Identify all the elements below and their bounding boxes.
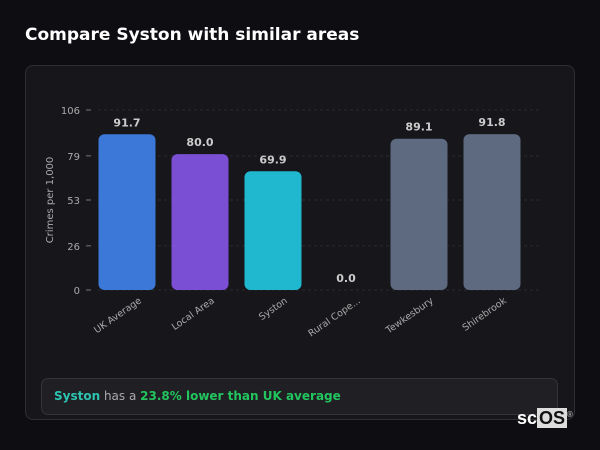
bar-value-label: 0.0 xyxy=(336,272,356,285)
x-tick-label: Syston xyxy=(257,295,290,322)
x-tick-label: Tewkesbury xyxy=(383,295,436,337)
bar-5 xyxy=(463,134,521,290)
x-tick-label: Local Area xyxy=(170,295,217,332)
scos-logo: sc OS ® xyxy=(517,408,573,428)
bar-0 xyxy=(98,134,156,290)
summary-location: Syston xyxy=(54,389,101,403)
page-title: Compare Syston with similar areas xyxy=(25,25,360,45)
y-tick-label: 26 xyxy=(67,242,80,253)
bar-2 xyxy=(244,171,302,290)
bar-value-label: 80.0 xyxy=(186,136,213,149)
x-tick-label: Rural Cope... xyxy=(306,295,362,339)
summary-text: has a xyxy=(100,389,141,403)
bar-value-label: 91.8 xyxy=(478,116,505,129)
y-tick-label: 79 xyxy=(67,152,80,163)
x-tick-label: Shirebrook xyxy=(461,295,510,334)
y-tick-label: 0 xyxy=(74,286,80,297)
bar-value-label: 69.9 xyxy=(259,153,286,166)
bar-1 xyxy=(171,154,229,290)
y-tick-label: 106 xyxy=(61,106,80,117)
bar-value-label: 89.1 xyxy=(405,121,432,134)
summary-box: Syston has a 23.8% lower than UK average xyxy=(41,378,558,415)
bar-4 xyxy=(390,138,448,290)
y-axis-label: Crimes per 1,000 xyxy=(45,157,56,244)
summary-highlight: 23.8% lower than UK average xyxy=(140,389,341,403)
y-tick-label: 53 xyxy=(67,196,80,207)
x-tick-label: UK Average xyxy=(92,295,144,336)
bar-value-label: 91.7 xyxy=(113,116,140,129)
